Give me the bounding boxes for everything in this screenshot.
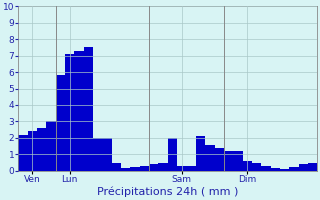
- Bar: [224, 151, 233, 171]
- Bar: [102, 138, 112, 171]
- Bar: [205, 145, 214, 171]
- Bar: [158, 163, 168, 171]
- Bar: [28, 131, 37, 171]
- Bar: [46, 121, 56, 171]
- Bar: [187, 166, 196, 171]
- Bar: [233, 151, 243, 171]
- Bar: [308, 163, 317, 171]
- Bar: [280, 169, 289, 171]
- Bar: [75, 51, 84, 171]
- Bar: [299, 164, 308, 171]
- Bar: [93, 138, 102, 171]
- Bar: [37, 128, 46, 171]
- Bar: [112, 163, 121, 171]
- Bar: [56, 75, 65, 171]
- Bar: [65, 54, 75, 171]
- Bar: [243, 161, 252, 171]
- Bar: [19, 135, 28, 171]
- Bar: [177, 166, 187, 171]
- Bar: [84, 47, 93, 171]
- Bar: [131, 167, 140, 171]
- Bar: [270, 168, 280, 171]
- Bar: [140, 166, 149, 171]
- Bar: [121, 168, 131, 171]
- Bar: [168, 138, 177, 171]
- Bar: [214, 148, 224, 171]
- Bar: [149, 164, 158, 171]
- Bar: [196, 136, 205, 171]
- Bar: [289, 167, 299, 171]
- X-axis label: Précipitations 24h ( mm ): Précipitations 24h ( mm ): [97, 187, 238, 197]
- Bar: [252, 163, 261, 171]
- Bar: [261, 166, 270, 171]
